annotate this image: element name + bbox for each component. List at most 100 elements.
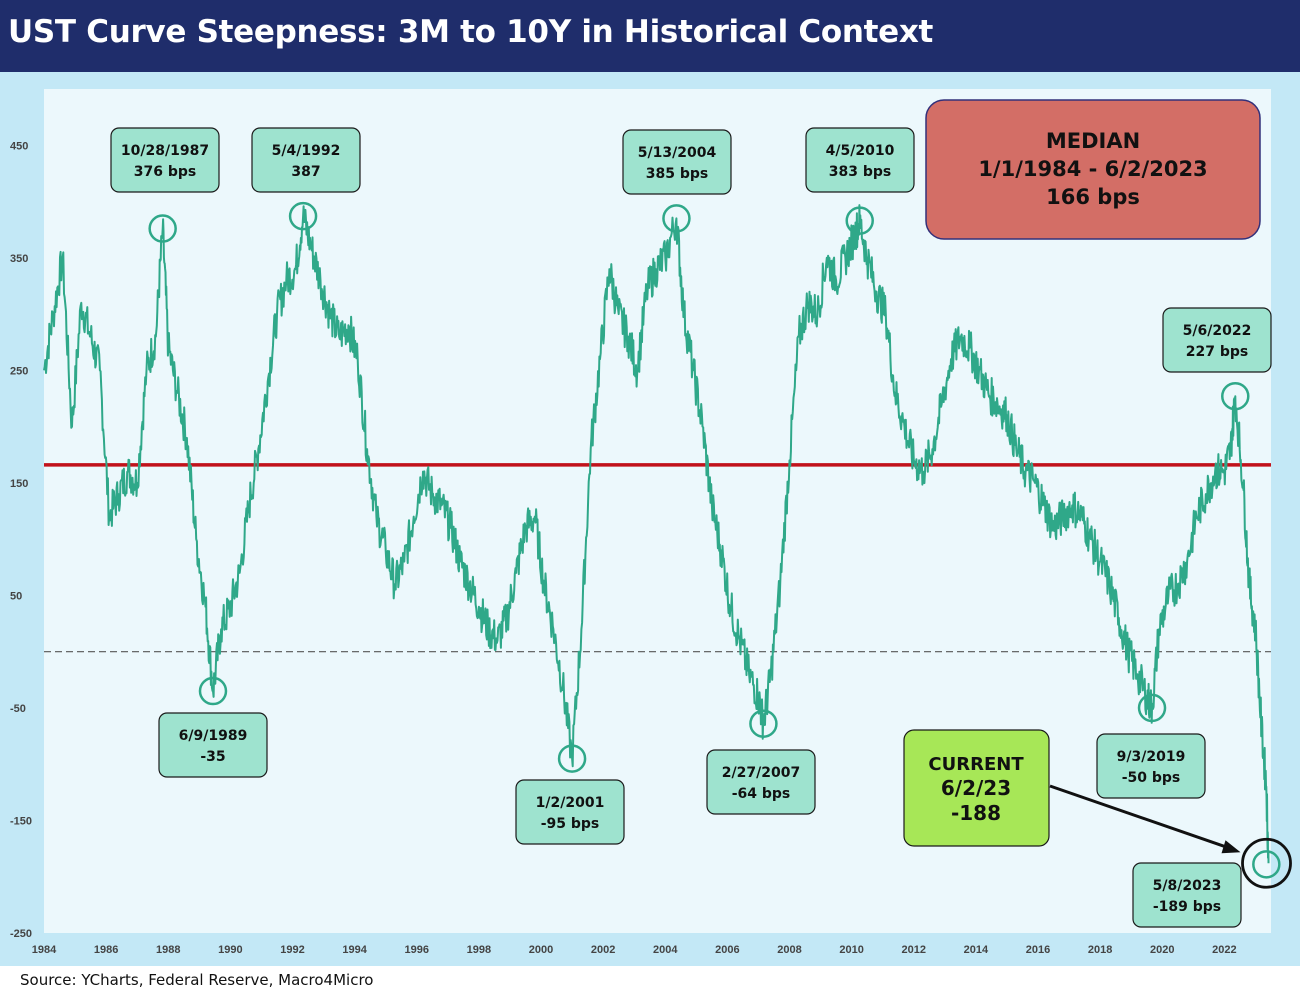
callout-date: 6/9/1989 — [179, 728, 248, 744]
callout-value: -189 bps — [1153, 899, 1221, 915]
callout-date: 2/27/2007 — [722, 765, 800, 781]
callout-box — [515, 779, 625, 845]
x-tick-label: 1992 — [280, 944, 304, 956]
median-box: MEDIAN 1/1/1984 - 6/2/2023 166 bps — [925, 99, 1261, 240]
median-box-line: 1/1/1984 - 6/2/2023 — [978, 157, 1207, 181]
callout-value: 387 — [291, 164, 320, 180]
y-tick-label: -50 — [10, 703, 26, 715]
callout-box — [158, 712, 268, 778]
x-tick-label: 2008 — [777, 944, 801, 956]
y-tick-label: 150 — [10, 478, 28, 490]
callout-box — [706, 749, 816, 815]
annotation-callout: 10/28/1987 376 bps — [110, 127, 220, 193]
callout-value: -50 bps — [1122, 770, 1181, 786]
current-box-line: 6/2/23 — [941, 776, 1011, 800]
title-bar: UST Curve Steepness: 3M to 10Y in Histor… — [0, 0, 1300, 72]
series-layer — [43, 204, 1270, 864]
x-tick-label: 1994 — [342, 944, 367, 956]
x-axis: 1984 1986 1988 1990 1992 1994 1996 1998 2000 2002… — [32, 944, 1237, 956]
y-tick-label: -150 — [10, 815, 32, 827]
y-tick-label: 350 — [10, 253, 28, 265]
current-arrow — [1049, 784, 1234, 851]
callout-value: -35 — [200, 749, 225, 765]
annotation-callout: 1/2/2001 -95 bps — [515, 779, 625, 845]
reference-lines — [44, 463, 1271, 653]
callout-date: 10/28/1987 — [121, 143, 209, 159]
callout-value: -95 bps — [541, 816, 600, 832]
callout-value: 385 bps — [646, 166, 708, 182]
callout-box — [251, 127, 361, 193]
x-tick-label: 2000 — [529, 944, 553, 956]
x-tick-label: 2014 — [964, 944, 989, 956]
peak-marker — [148, 214, 177, 243]
peak-marker — [1221, 381, 1250, 411]
peak-marker — [662, 204, 691, 233]
x-tick-label: 2012 — [902, 944, 926, 956]
x-tick-label: 1990 — [218, 944, 242, 956]
callout-box — [110, 127, 220, 193]
current-arrow-head — [1221, 840, 1241, 854]
peak-marker — [288, 201, 318, 231]
peak-marker — [1137, 693, 1167, 723]
x-tick-label: 1986 — [94, 944, 118, 956]
annotation-callout: 5/6/2022 227 bps — [1162, 307, 1272, 373]
peak-marker — [1252, 850, 1281, 879]
callout-box — [1162, 307, 1272, 373]
y-axis: 450 350 250 150 50 -50 -150 -250 — [10, 140, 32, 940]
median-box-line: 166 bps — [1046, 185, 1140, 209]
y-tick-label: -250 — [10, 928, 32, 940]
callout-layer: 10/28/1987 376 bps 5/4/1992 387 5/13/2004 385… — [110, 99, 1292, 928]
y-tick-label: 50 — [10, 590, 22, 602]
peak-marker — [198, 676, 228, 706]
source-note: Source: YCharts, Federal Reserve, Macro4… — [20, 971, 374, 989]
callout-box — [805, 127, 915, 193]
annotation-callout: 5/13/2004 385 bps — [622, 129, 732, 195]
peak-marker — [749, 709, 778, 738]
x-tick-label: 2022 — [1212, 944, 1236, 956]
x-tick-label: 2018 — [1088, 944, 1112, 956]
annotation-callout: 5/8/2023 -189 bps — [1132, 862, 1242, 928]
x-tick-label: 1998 — [467, 944, 491, 956]
x-tick-label: 1988 — [156, 944, 180, 956]
x-tick-label: 2002 — [591, 944, 615, 956]
x-tick-label: 1984 — [32, 944, 57, 956]
marker-layer — [148, 201, 1281, 879]
page-title: UST Curve Steepness: 3M to 10Y in Histor… — [8, 14, 934, 50]
callout-box — [1096, 733, 1206, 799]
annotation-callout: 2/27/2007 -64 bps — [706, 749, 816, 815]
x-tick-label: 1996 — [405, 944, 429, 956]
annotation-callout: 5/4/1992 387 — [251, 127, 361, 193]
callout-value: 383 bps — [829, 164, 891, 180]
callout-date: 5/6/2022 — [1183, 323, 1252, 339]
annotation-callout: 4/5/2010 383 bps — [805, 127, 915, 193]
series-line — [43, 204, 1270, 864]
x-tick-label: 2010 — [839, 944, 863, 956]
callout-value: -64 bps — [732, 786, 791, 802]
y-tick-label: 250 — [10, 365, 28, 377]
annotation-callout: 6/9/1989 -35 — [158, 712, 268, 778]
peak-marker — [845, 206, 874, 235]
callout-date: 5/13/2004 — [638, 145, 717, 161]
callout-date: 9/3/2019 — [1117, 749, 1186, 765]
callout-date: 5/4/1992 — [272, 143, 341, 159]
median-box-line: MEDIAN — [1046, 129, 1140, 153]
annotation-callout: 9/3/2019 -50 bps — [1096, 733, 1206, 799]
callout-value: 376 bps — [134, 164, 196, 180]
callout-box — [622, 129, 732, 195]
callout-date: 4/5/2010 — [826, 143, 895, 159]
callout-date: 5/8/2023 — [1153, 878, 1222, 894]
callout-box — [1132, 862, 1242, 928]
x-tick-label: 2020 — [1150, 944, 1174, 956]
x-tick-label: 2004 — [653, 944, 678, 956]
x-tick-label: 2016 — [1026, 944, 1050, 956]
x-tick-label: 2006 — [715, 944, 739, 956]
current-box-line: CURRENT — [928, 754, 1024, 775]
callout-date: 1/2/2001 — [536, 795, 605, 811]
callout-value: 227 bps — [1186, 344, 1248, 360]
median-box-bg — [925, 99, 1261, 240]
y-tick-label: 450 — [10, 140, 28, 152]
current-marker — [1241, 837, 1292, 889]
current-box-bg — [903, 729, 1050, 847]
